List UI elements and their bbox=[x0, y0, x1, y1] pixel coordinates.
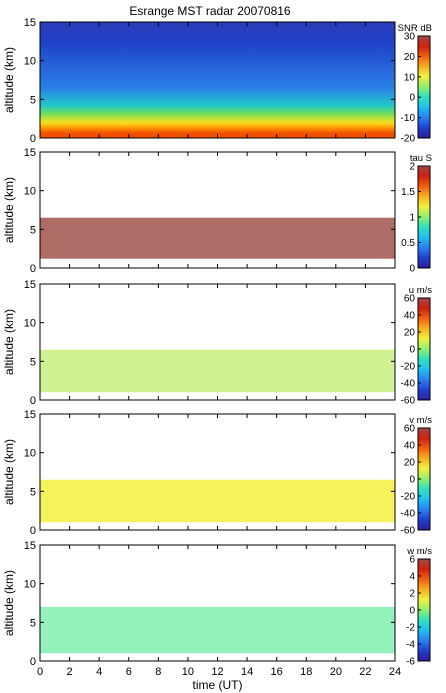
colorbar-tick-label: 0 bbox=[409, 475, 415, 486]
y-tick-label: 10 bbox=[24, 579, 36, 591]
y-axis-label: altitude (km) bbox=[2, 47, 16, 113]
data-region bbox=[40, 479, 395, 523]
x-tick-label: 16 bbox=[271, 666, 283, 678]
panel-3: 0 5 10 15 altitude (km) u m/s -60 -40 -20 0 20 40 60 bbox=[2, 279, 432, 407]
x-tick-label: 6 bbox=[126, 666, 132, 678]
x-tick-label: 4 bbox=[96, 666, 102, 678]
colorbar-tick-label: 0 bbox=[409, 606, 415, 617]
x-tick-label: 8 bbox=[155, 666, 161, 678]
colorbar-tick-label: -40 bbox=[401, 509, 416, 520]
x-tick-label: 2 bbox=[67, 666, 73, 678]
colorbar bbox=[417, 35, 431, 139]
colorbar-tick-label: 4 bbox=[409, 572, 415, 583]
colorbar-tick-label: -6 bbox=[406, 657, 415, 668]
colorbar-tick-label: 0 bbox=[409, 345, 415, 356]
colorbar-tick-label: 6 bbox=[409, 555, 415, 566]
data-region bbox=[40, 349, 395, 393]
colorbar-tick-label: -20 bbox=[401, 492, 416, 503]
panel-1: 0 5 10 15 altitude (km) SNR dB -20 -10 0 10 20 30 bbox=[2, 17, 432, 145]
y-tick-label: 15 bbox=[24, 540, 36, 552]
y-tick-label: 15 bbox=[24, 279, 36, 291]
colorbar-tick-label: -10 bbox=[401, 113, 416, 124]
x-tick-label: 22 bbox=[359, 666, 371, 678]
y-tick-label: 10 bbox=[24, 186, 36, 198]
y-tick-label: 5 bbox=[30, 94, 36, 106]
colorbar-tick-label: 10 bbox=[404, 72, 416, 83]
y-tick-label: 5 bbox=[30, 356, 36, 368]
x-tick-label: 24 bbox=[389, 666, 401, 678]
colorbar-tick-label: 20 bbox=[404, 328, 416, 339]
y-tick-label: 0 bbox=[30, 525, 36, 537]
colorbar-tick-label: 20 bbox=[404, 52, 416, 63]
colorbar-label: SNR dB bbox=[398, 23, 432, 34]
x-tick-label: 18 bbox=[300, 666, 312, 678]
colorbar-tick-label: -2 bbox=[406, 623, 415, 634]
colorbar-tick-label: 30 bbox=[404, 32, 416, 43]
colorbar-label: tau S bbox=[410, 153, 432, 164]
panel-4: 0 5 10 15 altitude (km) v m/s -60 -40 -20 0 20 40 60 bbox=[2, 409, 432, 537]
colorbar-label: v m/s bbox=[409, 415, 432, 426]
x-tick-label: 10 bbox=[182, 666, 194, 678]
colorbar-label: u m/s bbox=[409, 285, 432, 296]
colorbar-tick-label: 60 bbox=[404, 424, 416, 435]
y-tick-label: 5 bbox=[30, 617, 36, 629]
y-tick-label: 10 bbox=[24, 318, 36, 330]
colorbar-tick-label: -60 bbox=[401, 526, 416, 537]
colorbar-tick-label: 2 bbox=[409, 162, 415, 173]
y-tick-label: 15 bbox=[24, 409, 36, 421]
colorbar-tick-label: 40 bbox=[404, 311, 416, 322]
colorbar-tick-label: -4 bbox=[406, 640, 415, 651]
y-axis-label: altitude (km) bbox=[2, 439, 16, 505]
colorbar-tick-label: 20 bbox=[404, 458, 416, 469]
y-tick-label: 0 bbox=[30, 395, 36, 407]
snr-field bbox=[40, 22, 395, 138]
colorbar-tick-label: 1 bbox=[409, 213, 415, 224]
colorbar-tick-label: 0 bbox=[409, 264, 415, 275]
figure-title: Esrange MST radar 20070816 bbox=[129, 4, 291, 18]
y-axis-label: altitude (km) bbox=[2, 309, 16, 375]
y-axis-label: altitude (km) bbox=[2, 177, 16, 243]
colorbar-tick-label: 2 bbox=[409, 589, 415, 600]
y-tick-label: 10 bbox=[24, 56, 36, 68]
y-axis-label: altitude (km) bbox=[2, 570, 16, 636]
y-tick-label: 0 bbox=[30, 133, 36, 145]
panel-2: 0 5 10 15 altitude (km) tau S 0 0.5 1 1.5 2 bbox=[2, 147, 432, 275]
data-region bbox=[40, 606, 395, 654]
y-tick-label: 5 bbox=[30, 486, 36, 498]
y-tick-label: 15 bbox=[24, 17, 36, 29]
colorbar-tick-label: 1.5 bbox=[401, 187, 415, 198]
x-tick-label: 12 bbox=[211, 666, 223, 678]
colorbar-tick-label: 40 bbox=[404, 441, 416, 452]
y-tick-label: 0 bbox=[30, 656, 36, 668]
x-tick-label: 0 bbox=[37, 666, 43, 678]
x-tick-label: 20 bbox=[330, 666, 342, 678]
colorbar-tick-label: -60 bbox=[401, 396, 416, 407]
y-tick-label: 0 bbox=[30, 263, 36, 275]
colorbar-tick-label: -20 bbox=[401, 362, 416, 373]
x-tick-label: 14 bbox=[241, 666, 253, 678]
data-region bbox=[40, 217, 395, 259]
y-tick-label: 10 bbox=[24, 448, 36, 460]
colorbar-tick-label: 0 bbox=[409, 93, 415, 104]
y-tick-label: 15 bbox=[24, 147, 36, 159]
colorbar-tick-label: -40 bbox=[401, 379, 416, 390]
y-tick-label: 5 bbox=[30, 224, 36, 236]
colorbar-tick-label: 0.5 bbox=[401, 238, 415, 249]
x-axis-label: time (UT) bbox=[193, 678, 243, 692]
colorbar-tick-label: 60 bbox=[404, 294, 416, 305]
colorbar-tick-label: -20 bbox=[401, 134, 416, 145]
colorbar-label: w m/s bbox=[406, 546, 432, 557]
